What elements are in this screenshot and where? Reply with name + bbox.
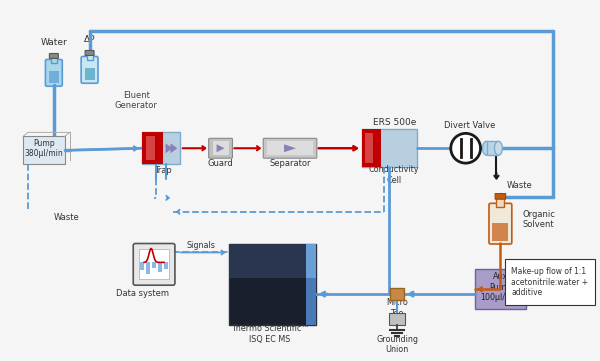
FancyBboxPatch shape bbox=[306, 244, 316, 325]
Ellipse shape bbox=[482, 141, 490, 155]
FancyBboxPatch shape bbox=[142, 132, 180, 164]
Bar bbox=[140, 262, 144, 270]
Text: ΔP: ΔP bbox=[84, 35, 95, 44]
Text: Aux
Pump
100μl/min: Aux Pump 100μl/min bbox=[480, 272, 521, 302]
Text: ERS 500e: ERS 500e bbox=[373, 118, 416, 127]
Text: Organic
Solvent: Organic Solvent bbox=[522, 210, 555, 229]
Text: Water: Water bbox=[40, 38, 67, 47]
Polygon shape bbox=[217, 144, 224, 152]
FancyBboxPatch shape bbox=[365, 133, 373, 163]
Text: Conductivity
Cell: Conductivity Cell bbox=[369, 165, 419, 185]
FancyBboxPatch shape bbox=[487, 141, 499, 155]
FancyBboxPatch shape bbox=[496, 197, 505, 207]
Text: Pump
380μl/min: Pump 380μl/min bbox=[25, 139, 64, 158]
FancyBboxPatch shape bbox=[489, 203, 512, 244]
Text: Divert Valve: Divert Valve bbox=[444, 121, 496, 130]
Text: Waste: Waste bbox=[506, 182, 532, 191]
FancyBboxPatch shape bbox=[46, 60, 62, 86]
FancyBboxPatch shape bbox=[142, 132, 163, 164]
Text: Signals: Signals bbox=[186, 241, 215, 250]
FancyBboxPatch shape bbox=[229, 244, 316, 325]
FancyBboxPatch shape bbox=[209, 138, 232, 158]
Circle shape bbox=[451, 133, 481, 163]
Text: Make-up flow of 1:1
acetonitrile:water +
additive: Make-up flow of 1:1 acetonitrile:water +… bbox=[511, 267, 589, 297]
FancyBboxPatch shape bbox=[362, 129, 381, 167]
FancyBboxPatch shape bbox=[505, 260, 595, 305]
FancyBboxPatch shape bbox=[49, 71, 59, 83]
FancyBboxPatch shape bbox=[86, 53, 92, 60]
FancyBboxPatch shape bbox=[133, 244, 175, 285]
FancyBboxPatch shape bbox=[263, 138, 317, 158]
Text: Separator: Separator bbox=[269, 158, 311, 168]
FancyBboxPatch shape bbox=[475, 269, 526, 309]
Polygon shape bbox=[166, 143, 172, 153]
Text: Trap: Trap bbox=[154, 166, 172, 175]
FancyBboxPatch shape bbox=[85, 68, 95, 80]
Ellipse shape bbox=[494, 141, 502, 155]
Text: Grounding
Union: Grounding Union bbox=[376, 335, 418, 355]
Text: Thermo Scientific™
ISQ EC MS: Thermo Scientific™ ISQ EC MS bbox=[231, 324, 310, 344]
FancyBboxPatch shape bbox=[390, 288, 404, 300]
FancyBboxPatch shape bbox=[139, 249, 169, 279]
FancyBboxPatch shape bbox=[212, 141, 229, 155]
FancyBboxPatch shape bbox=[493, 223, 508, 240]
Polygon shape bbox=[284, 144, 296, 152]
Text: Waste: Waste bbox=[54, 213, 80, 222]
Polygon shape bbox=[170, 143, 178, 153]
Text: Data system: Data system bbox=[116, 289, 169, 297]
FancyBboxPatch shape bbox=[85, 51, 94, 56]
FancyBboxPatch shape bbox=[81, 56, 98, 83]
FancyBboxPatch shape bbox=[306, 244, 316, 278]
FancyBboxPatch shape bbox=[362, 129, 416, 167]
Text: Micro
Tee: Micro Tee bbox=[386, 298, 408, 318]
Text: Eluent
Generator: Eluent Generator bbox=[115, 91, 158, 110]
FancyBboxPatch shape bbox=[389, 313, 405, 325]
FancyBboxPatch shape bbox=[267, 141, 313, 155]
FancyBboxPatch shape bbox=[49, 53, 58, 58]
FancyBboxPatch shape bbox=[23, 136, 65, 164]
Bar bbox=[164, 262, 168, 269]
FancyBboxPatch shape bbox=[146, 136, 155, 160]
FancyBboxPatch shape bbox=[495, 193, 506, 199]
Text: Guard: Guard bbox=[208, 158, 233, 168]
Bar bbox=[158, 262, 162, 272]
Bar bbox=[152, 262, 156, 268]
FancyBboxPatch shape bbox=[51, 56, 57, 63]
FancyBboxPatch shape bbox=[229, 244, 316, 278]
Bar bbox=[146, 262, 150, 274]
